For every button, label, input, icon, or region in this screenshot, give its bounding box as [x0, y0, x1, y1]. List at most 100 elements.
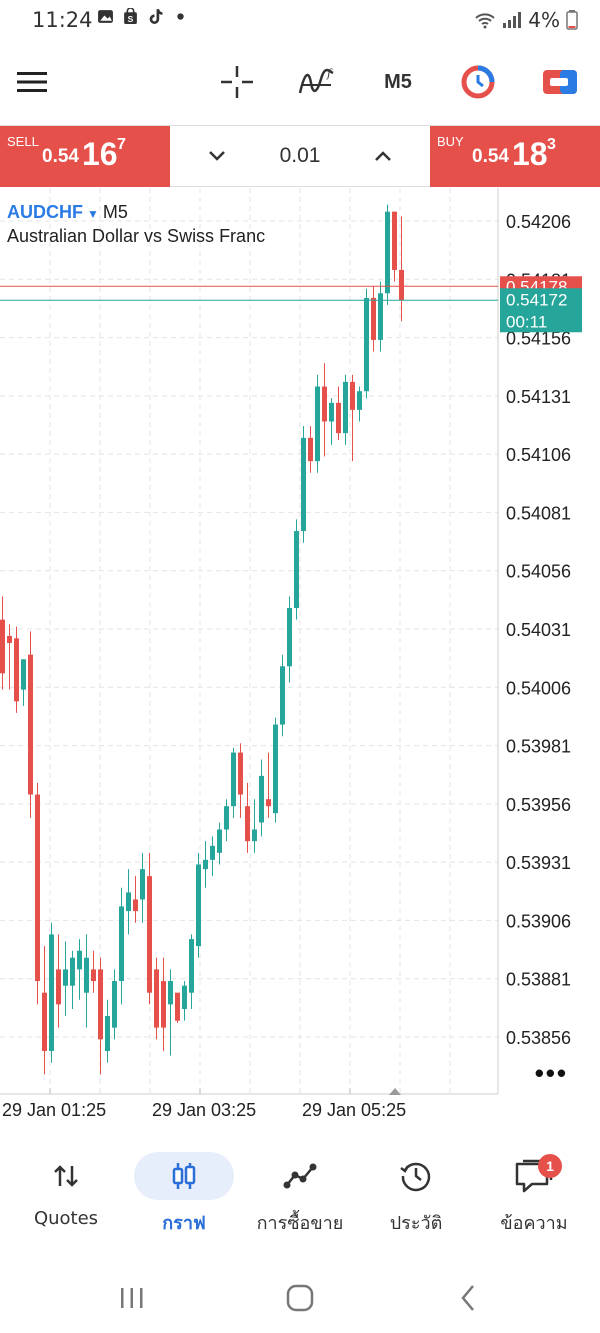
candle-down	[42, 992, 47, 1051]
candle-up	[329, 402, 334, 422]
trade-logo-button[interactable]	[458, 62, 498, 102]
lot-selector: 0.01	[170, 126, 430, 187]
trade-logo-icon	[461, 65, 495, 99]
messages-badge: 1	[538, 1154, 562, 1178]
sell-price-main: 0.54	[42, 146, 79, 167]
candle-up	[287, 608, 292, 667]
indicators-button[interactable]: f	[296, 62, 336, 102]
status-bar: 11:24 S 4%	[0, 0, 600, 38]
price-tick-label: 0.53881	[506, 970, 571, 990]
symbol-name[interactable]: AUDCHF	[7, 202, 83, 222]
symbol-dropdown-icon[interactable]: ▼	[87, 207, 99, 221]
candle-down	[98, 969, 103, 1040]
buy-price-big: 18	[512, 136, 548, 172]
candle-up	[84, 957, 89, 993]
nav-quotes-icon-wrap	[16, 1152, 116, 1200]
symbol-description: Australian Dollar vs Swiss Franc	[7, 226, 266, 246]
candle-down	[14, 638, 19, 702]
nav-chart[interactable]: กราฟ	[124, 1152, 244, 1242]
candle-down	[56, 969, 61, 1005]
timeframe-button[interactable]: M5	[378, 62, 418, 102]
menu-icon	[17, 72, 47, 92]
candle-up	[70, 957, 75, 986]
nav-trade-icon-wrap	[250, 1152, 350, 1200]
candle-up	[140, 869, 145, 900]
price-tick-label: 0.54206	[506, 212, 571, 232]
candle-up	[280, 666, 285, 725]
candle-up	[63, 969, 68, 986]
price-tick-label: 0.53981	[506, 737, 571, 757]
price-tick-label: 0.54156	[506, 329, 571, 349]
chart-toolbar: f M5	[0, 50, 600, 114]
trade-line-icon	[283, 1163, 317, 1189]
sell-label: SELL	[7, 134, 39, 149]
time-tick-label: 29 Jan 03:25	[152, 1100, 256, 1120]
one-click-trading-button[interactable]	[540, 62, 580, 102]
price-tick-label: 0.54131	[506, 387, 571, 407]
candle-down	[35, 794, 40, 982]
candle-up	[196, 864, 201, 947]
lot-value[interactable]: 0.01	[279, 144, 321, 167]
price-tick-label: 0.53856	[506, 1028, 571, 1048]
buy-button[interactable]: BUY 0.54 18 3	[430, 126, 600, 187]
trade-bar: SELL 0.54 16 7 0.01 BUY 0.54 18 3	[0, 125, 600, 187]
bid-price-label: 0.54172	[506, 290, 567, 309]
nav-history-icon-wrap	[366, 1152, 466, 1200]
menu-button[interactable]	[14, 62, 50, 102]
time-tick-label: 29 Jan 05:25	[302, 1100, 406, 1120]
symbol-header[interactable]: AUDCHF ▼ M5	[7, 202, 128, 223]
more-options-icon[interactable]: •••	[534, 1058, 568, 1088]
crosshair-button[interactable]	[218, 62, 256, 102]
home-button[interactable]	[280, 1280, 320, 1316]
candle-up	[273, 724, 278, 814]
sell-button[interactable]: SELL 0.54 16 7	[0, 126, 170, 187]
back-icon	[461, 1285, 474, 1311]
candle-down	[133, 899, 138, 912]
chart-candles-icon	[172, 1163, 196, 1189]
nav-messages-icon-wrap: 1	[484, 1152, 584, 1200]
chevron-down-icon	[209, 151, 225, 161]
countdown-label: 00:11	[506, 312, 547, 331]
candle-up	[77, 950, 82, 970]
candle-down	[322, 386, 327, 422]
status-time: 11:24	[32, 8, 93, 32]
symbol-timeframe: M5	[102, 202, 128, 222]
candle-up	[182, 985, 187, 1010]
nav-quotes-label: Quotes	[33, 1208, 99, 1229]
lot-increase-button[interactable]	[366, 140, 400, 172]
back-button[interactable]	[448, 1280, 488, 1316]
price-tick-label: 0.54006	[506, 678, 571, 698]
candle-down	[350, 381, 355, 410]
candlestick-chart[interactable]: 0.542060.541810.541560.541310.541060.540…	[0, 188, 600, 1128]
shopping-bag-icon: S	[124, 8, 137, 24]
nav-trade-label: การซื้อขาย	[256, 1213, 344, 1234]
price-tick-label: 0.54081	[506, 503, 571, 523]
candle-down	[238, 752, 243, 795]
price-tick-label: 0.53931	[506, 853, 571, 873]
nav-history[interactable]: ประวัติ	[356, 1152, 476, 1242]
nav-quotes[interactable]: Quotes	[6, 1152, 126, 1242]
candle-up	[301, 437, 306, 532]
candle-up	[126, 892, 131, 912]
candle-down	[308, 437, 313, 462]
chart-shift-marker	[389, 1088, 401, 1095]
candle-down	[147, 876, 152, 993]
candle-down	[0, 619, 5, 674]
buy-price-main: 0.54	[472, 146, 509, 167]
nav-messages[interactable]: 1 ข้อความ	[474, 1152, 594, 1242]
crosshair-icon	[221, 66, 253, 98]
candle-up	[315, 386, 320, 462]
lot-decrease-button[interactable]	[200, 140, 234, 172]
nav-trade[interactable]: การซื้อขาย	[240, 1152, 360, 1242]
candle-down	[91, 969, 96, 982]
time-tick-label: 29 Jan 01:25	[2, 1100, 106, 1120]
system-navigation	[0, 1262, 600, 1333]
candle-up	[112, 981, 117, 1028]
recent-apps-button[interactable]	[112, 1280, 152, 1316]
candle-down	[7, 635, 12, 643]
candle-up	[357, 391, 362, 410]
candle-up	[168, 981, 173, 1005]
chart-area[interactable]: 0.542060.541810.541560.541310.541060.540…	[0, 188, 600, 1128]
candle-up	[343, 381, 348, 434]
tiktok-icon	[149, 9, 163, 24]
